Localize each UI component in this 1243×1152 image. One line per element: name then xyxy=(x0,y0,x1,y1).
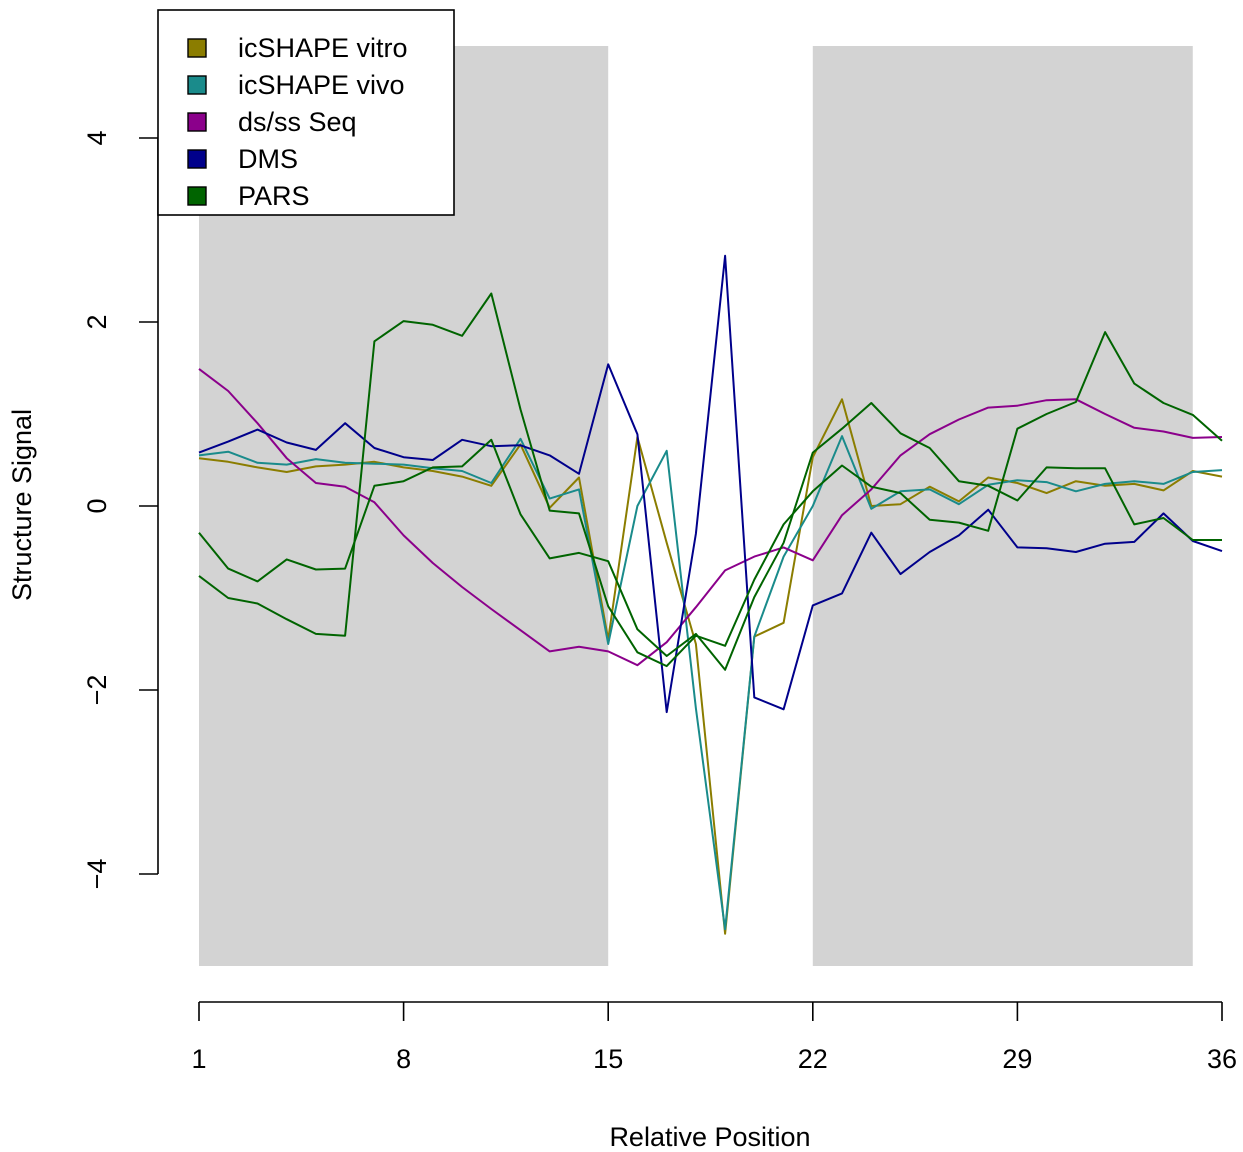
y-tick-label: −4 xyxy=(82,859,112,890)
legend-swatch xyxy=(187,112,207,132)
y-tick-label: −2 xyxy=(82,675,112,706)
legend-swatch xyxy=(187,186,207,206)
legend-label: PARS xyxy=(238,181,310,211)
series-line-dms xyxy=(198,254,1223,714)
x-tick-label: 15 xyxy=(593,1044,623,1074)
x-tick-label: 22 xyxy=(798,1044,828,1074)
y-axis-ticks: −4 −2 0 2 4 xyxy=(82,130,158,889)
legend-swatch xyxy=(187,149,207,169)
legend-label: icSHAPE vivo xyxy=(238,70,405,100)
series-line-pars-2 xyxy=(198,402,1222,671)
legend-label: ds/ss Seq xyxy=(238,107,357,137)
x-tick-label: 36 xyxy=(1207,1044,1237,1074)
y-tick-label: 4 xyxy=(82,130,112,145)
y-tick-label: 0 xyxy=(82,498,112,513)
y-axis-title: Structure Signal xyxy=(7,409,37,601)
series-line-icshape-vivo xyxy=(198,435,1223,931)
legend-swatch xyxy=(187,75,207,95)
legend-label: DMS xyxy=(238,144,298,174)
series-line-icshape-vitro xyxy=(198,398,1223,935)
series-lines xyxy=(198,254,1223,935)
y-tick-label: 2 xyxy=(82,314,112,329)
legend-box xyxy=(157,9,455,216)
legend: icSHAPE vitro icSHAPE vivo ds/ss Seq DMS PAR… xyxy=(157,9,455,216)
x-axis-title: Relative Position xyxy=(609,1122,810,1152)
x-tick-label: 1 xyxy=(191,1044,206,1074)
x-axis-ticks: 1 8 15 22 29 36 xyxy=(191,1002,1237,1074)
legend-swatch xyxy=(187,38,207,58)
x-tick-label: 8 xyxy=(396,1044,411,1074)
x-tick-label: 29 xyxy=(1002,1044,1032,1074)
legend-label: icSHAPE vitro xyxy=(238,33,408,63)
series-line-pars xyxy=(198,292,1223,668)
